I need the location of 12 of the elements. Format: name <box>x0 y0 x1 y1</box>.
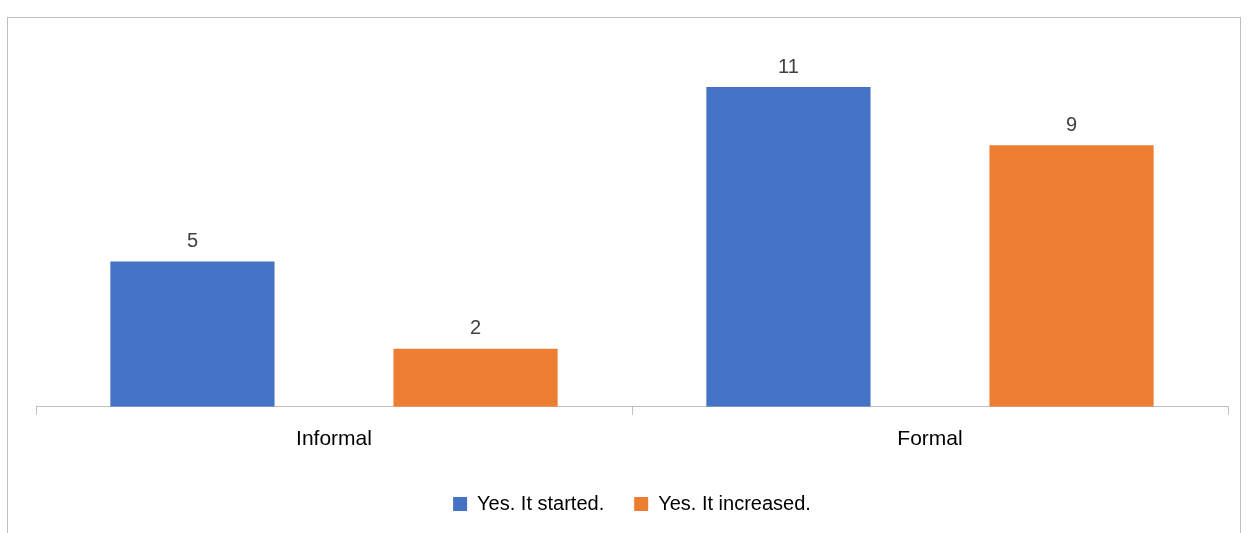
data-label: 5 <box>186 228 199 251</box>
bar <box>989 145 1154 407</box>
data-label: 2 <box>469 316 482 339</box>
bar <box>706 87 871 407</box>
bar <box>393 348 558 407</box>
legend-label: Yes. It started. <box>477 491 605 514</box>
data-label: 9 <box>1065 112 1078 135</box>
data-label: 11 <box>778 54 799 77</box>
bar <box>110 261 275 407</box>
x-tick-label: Formal <box>897 426 963 450</box>
legend-label: Yes. It increased. <box>658 491 811 514</box>
x-tick-label: Informal <box>296 426 372 450</box>
